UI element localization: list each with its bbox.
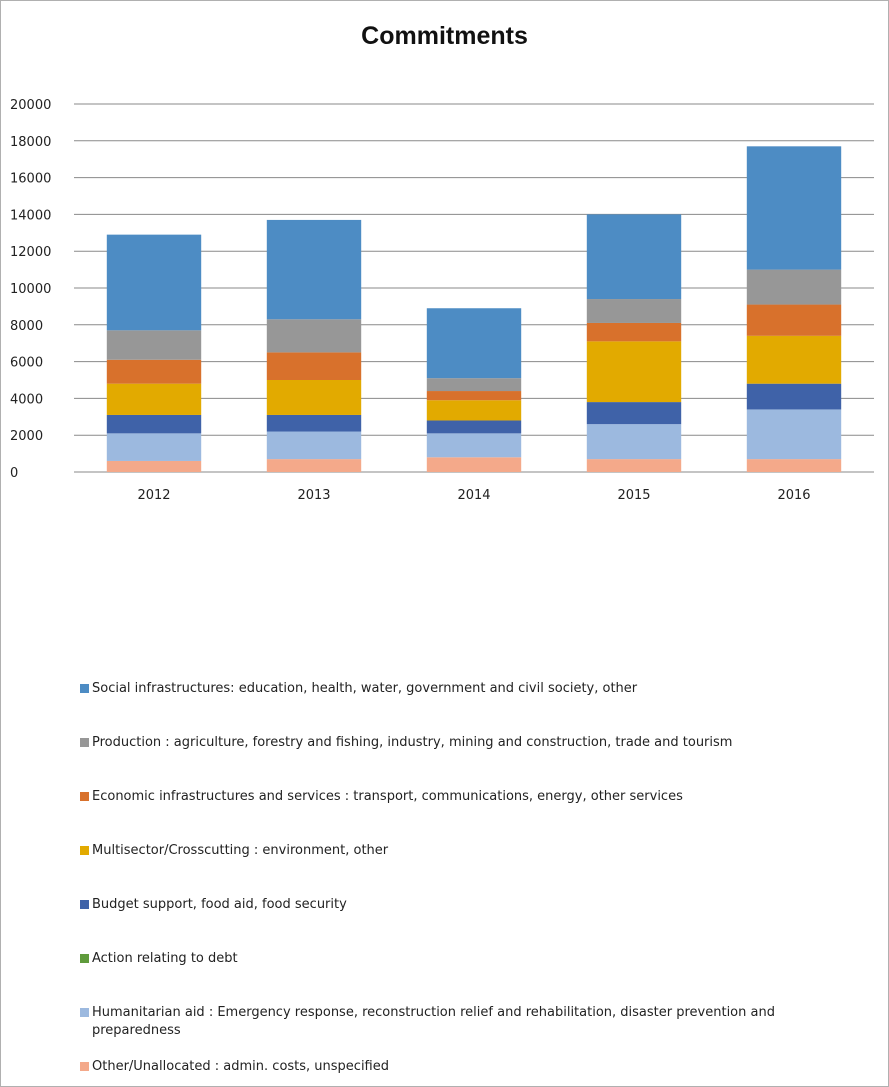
bar-segment — [106, 234, 202, 331]
legend-label: Multisector/Crosscutting : environment, … — [92, 843, 389, 858]
bar-segment — [266, 352, 362, 380]
legend-label: Other/Unallocated : admin. costs, unspec… — [92, 1059, 390, 1074]
legend-swatch — [80, 900, 89, 909]
bar-segment — [106, 433, 202, 461]
bar-segment — [106, 414, 202, 434]
y-tick-label: 18000 — [10, 135, 51, 150]
legend-swatch — [80, 1062, 89, 1071]
bar-segment — [586, 424, 682, 460]
bar-segment — [426, 457, 522, 472]
bar-segment — [426, 420, 522, 434]
bar-segment — [266, 459, 362, 472]
legend-swatch — [80, 846, 89, 855]
chart-title: Commitments — [361, 22, 528, 50]
bar-segment — [586, 322, 682, 342]
bar-segment — [746, 459, 842, 472]
bar-segment — [746, 269, 842, 305]
y-tick-label: 8000 — [10, 319, 43, 334]
bar-segment — [746, 335, 842, 384]
bar-segment — [266, 219, 362, 320]
x-tick-label: 2015 — [617, 488, 650, 503]
bar-segment — [746, 409, 842, 460]
legend-item: Economic infrastructures and services : … — [80, 788, 860, 806]
y-tick-label: 0 — [10, 466, 18, 481]
legend-item: Action relating to debt — [80, 950, 860, 968]
x-tick-label: 2013 — [297, 488, 330, 503]
legend-label: Production : agriculture, forestry and f… — [92, 735, 733, 750]
bar-segment — [266, 431, 362, 460]
bar-segment — [586, 459, 682, 472]
legend-item: Multisector/Crosscutting : environment, … — [80, 842, 860, 860]
y-tick-label: 20000 — [10, 98, 51, 113]
bar-segment — [746, 146, 842, 270]
legend-swatch — [80, 792, 89, 801]
legend-label: Social infrastructures: education, healt… — [92, 681, 638, 696]
bar-segment — [586, 341, 682, 403]
legend-item: Social infrastructures: education, healt… — [80, 680, 860, 698]
legend-swatch — [80, 738, 89, 747]
x-tick-label: 2012 — [137, 488, 170, 503]
legend-label: Action relating to debt — [92, 951, 238, 966]
bar-segment — [426, 433, 522, 458]
legend-swatch — [80, 954, 89, 963]
y-tick-label: 10000 — [10, 282, 51, 297]
y-tick-label: 12000 — [10, 245, 51, 260]
legend-label: Budget support, food aid, food security — [92, 897, 347, 912]
legend-item: Budget support, food aid, food security — [80, 896, 860, 914]
bar-segment — [426, 400, 522, 421]
legend-item: Humanitarian aid : Emergency response, r… — [80, 1004, 860, 1040]
bar-segment — [106, 359, 202, 384]
bar-segment — [426, 308, 522, 379]
bar-segment — [426, 378, 522, 392]
y-tick-label: 14000 — [10, 208, 51, 223]
legend-label: Humanitarian aid : Emergency response, r… — [92, 1005, 775, 1038]
legend-item: Other/Unallocated : admin. costs, unspec… — [80, 1058, 860, 1076]
y-tick-label: 4000 — [10, 392, 43, 407]
y-tick-label: 16000 — [10, 172, 51, 187]
bar-segment — [586, 299, 682, 323]
bar-segment — [746, 304, 842, 336]
y-tick-label: 2000 — [10, 429, 43, 444]
bar-segment — [586, 214, 682, 300]
legend-swatch — [80, 684, 89, 693]
bar-segment — [266, 319, 362, 353]
bar-segment — [266, 414, 362, 432]
legend-item: Production : agriculture, forestry and f… — [80, 734, 860, 752]
bar-segment — [426, 391, 522, 401]
legend-swatch — [80, 1008, 89, 1017]
bar-segment — [586, 402, 682, 425]
bar-segment — [106, 383, 202, 415]
bar-segment — [746, 383, 842, 410]
bar-segment — [106, 460, 202, 472]
x-tick-label: 2014 — [457, 488, 490, 503]
x-tick-label: 2016 — [777, 488, 810, 503]
bar-segment — [106, 330, 202, 360]
legend-label: Economic infrastructures and services : … — [92, 789, 683, 804]
bar-segment — [266, 380, 362, 415]
chart-plot: 0 2000 4000 6000 8000 10000 12000 14000 16000 180… — [10, 98, 874, 503]
y-tick-label: 6000 — [10, 356, 43, 371]
